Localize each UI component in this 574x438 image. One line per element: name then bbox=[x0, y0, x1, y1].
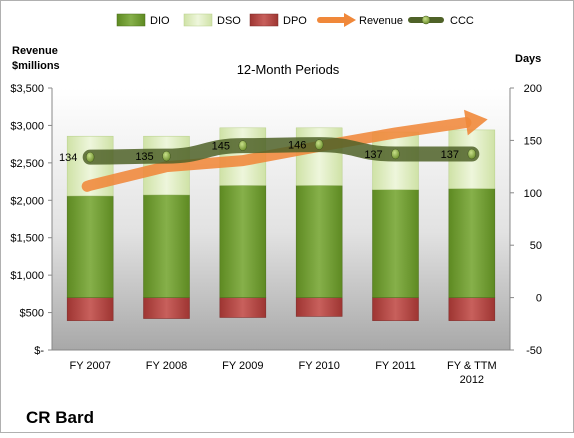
ccc-data-label: 137 bbox=[441, 149, 459, 161]
bar-dpo bbox=[448, 297, 496, 321]
ccc-data-label: 146 bbox=[288, 140, 306, 152]
x-tick-label: FY & TTM bbox=[447, 360, 497, 372]
bar-dpo bbox=[372, 297, 419, 321]
x-tick-label: FY 2007 bbox=[69, 360, 110, 372]
legend-arrowhead bbox=[344, 13, 356, 27]
ccc-point bbox=[391, 148, 400, 160]
left-tick-label: $3,500 bbox=[10, 83, 44, 95]
legend-swatch bbox=[183, 13, 213, 27]
legend-label: DSO bbox=[217, 15, 241, 27]
bar-dpo bbox=[143, 297, 190, 319]
bar-dio bbox=[143, 194, 190, 298]
ccc-layer: 134 135 145 146 137 137 bbox=[59, 137, 480, 165]
left-axis-label-line2: $millions bbox=[12, 60, 60, 72]
axes-layer: $- $500 $1,000 $1,500 $2,000 $2,500 $3,000 $3,5… bbox=[10, 83, 542, 386]
legend-marker bbox=[421, 15, 431, 25]
legend-label: CCC bbox=[450, 15, 474, 27]
ccc-data-label: 135 bbox=[135, 151, 153, 163]
left-tick-label: $500 bbox=[20, 308, 44, 320]
ccc-data-label: 134 bbox=[59, 152, 77, 164]
ccc-line bbox=[82, 137, 480, 165]
x-tick-label: FY 2010 bbox=[298, 360, 339, 372]
bar-dpo bbox=[295, 297, 343, 317]
x-tick-label: FY 2008 bbox=[146, 360, 187, 372]
legend-label: Revenue bbox=[359, 15, 403, 27]
right-tick-label: 50 bbox=[530, 240, 542, 252]
ccc-point bbox=[314, 139, 324, 150]
revenue-arrowhead bbox=[464, 109, 488, 136]
right-tick-label: 200 bbox=[524, 83, 542, 95]
left-tick-label: $- bbox=[34, 345, 44, 357]
chart-subtitle: 12-Month Periods bbox=[237, 62, 340, 77]
x-tick-label: 2012 bbox=[460, 374, 484, 386]
right-tick-label: 0 bbox=[536, 293, 542, 305]
left-tick-label: $1,000 bbox=[10, 270, 44, 282]
ccc-point bbox=[467, 148, 477, 160]
bar-dio bbox=[448, 188, 496, 298]
right-tick-label: -50 bbox=[526, 345, 542, 357]
ccc-point bbox=[162, 150, 171, 162]
bar-dso bbox=[295, 127, 343, 186]
bar-dio bbox=[372, 189, 419, 298]
right-tick-label: 150 bbox=[524, 135, 542, 147]
bar-dpo bbox=[219, 297, 267, 318]
legend-label: DPO bbox=[283, 15, 307, 27]
left-tick-label: $2,000 bbox=[10, 195, 44, 207]
right-tick-label: 100 bbox=[524, 188, 542, 200]
left-tick-label: $3,000 bbox=[10, 120, 44, 132]
ccc-point bbox=[238, 140, 248, 151]
right-axis-label: Days bbox=[515, 53, 541, 65]
left-tick-label: $1,500 bbox=[10, 233, 44, 245]
ccc-data-label: 145 bbox=[212, 141, 230, 153]
x-tick-label: FY 2009 bbox=[222, 360, 263, 372]
left-axis-label-line1: Revenue bbox=[12, 45, 58, 57]
company-name: CR Bard bbox=[26, 408, 94, 427]
bar-dio bbox=[295, 185, 343, 298]
ccc-point bbox=[85, 151, 95, 163]
bar-dio bbox=[66, 195, 114, 298]
legend-label: DIO bbox=[150, 15, 170, 27]
chart-legend: DIO DSO DPO Revenue CCC bbox=[116, 13, 474, 27]
x-tick-label: FY 2011 bbox=[375, 360, 416, 372]
revenue-layer bbox=[81, 109, 488, 192]
bar-dpo bbox=[66, 297, 114, 321]
bar-dio bbox=[219, 185, 267, 298]
revenue-line bbox=[81, 117, 472, 192]
left-tick-label: $2,500 bbox=[10, 158, 44, 170]
ccc-data-label: 137 bbox=[364, 149, 382, 161]
legend-swatch bbox=[116, 13, 146, 27]
legend-swatch bbox=[249, 13, 279, 27]
